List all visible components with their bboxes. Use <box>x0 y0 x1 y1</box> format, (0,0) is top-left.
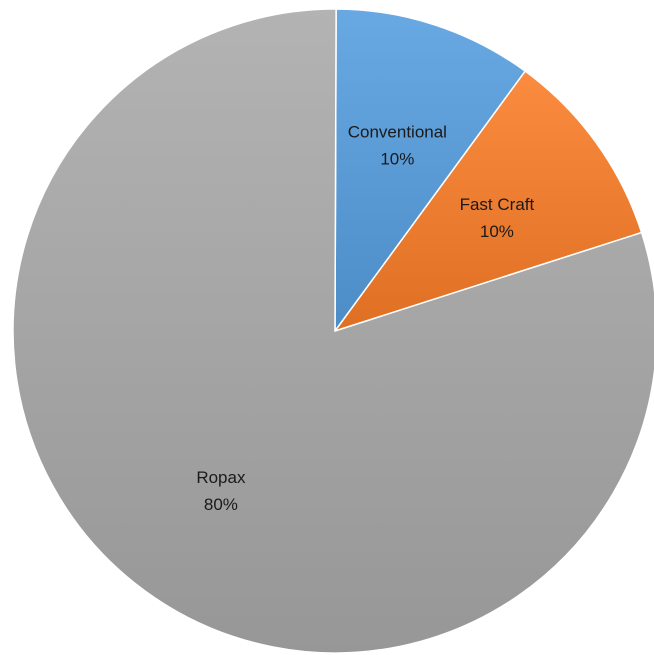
pie-slice-conventional <box>334 8 527 334</box>
labels-layer: Conventional 10% Fast Craft 10% Ropax 80% <box>196 122 534 514</box>
slice-label-ropax: Ropax <box>196 468 246 487</box>
slices-layer <box>12 8 654 654</box>
slice-value-fast-craft: 10% <box>480 222 514 241</box>
slice-label-conventional: Conventional <box>348 122 447 141</box>
slice-value-conventional: 10% <box>380 149 414 168</box>
slice-value-ropax: 80% <box>204 495 238 514</box>
slice-label-fast-craft: Fast Craft <box>460 195 535 214</box>
pie-slice-fast-craft <box>333 70 643 333</box>
pie-slice-ropax <box>12 8 654 654</box>
